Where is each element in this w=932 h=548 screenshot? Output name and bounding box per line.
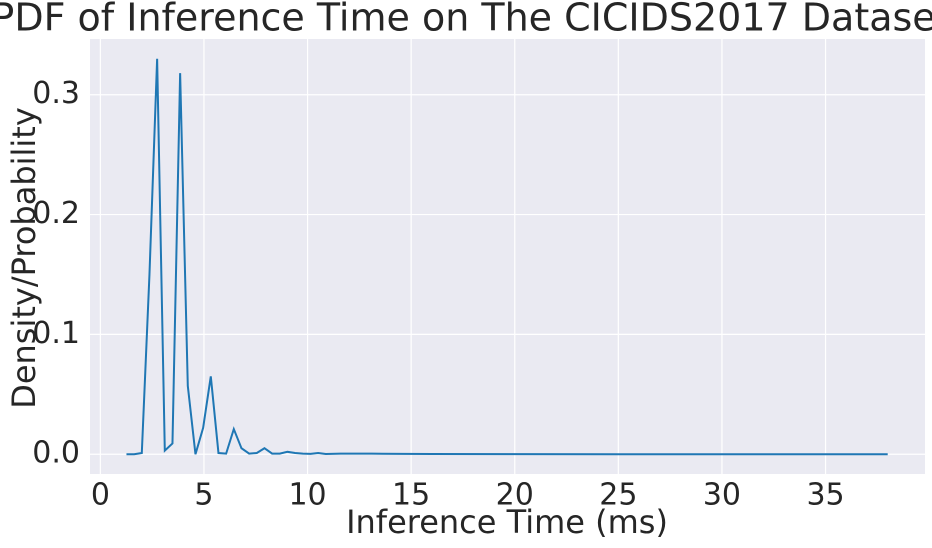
- x-axis-label: Inference Time (ms): [346, 503, 668, 541]
- data-line: [126, 58, 888, 456]
- x-tick-label: 5: [194, 478, 213, 513]
- y-tick-label: 0.0: [32, 436, 80, 471]
- x-tick-label: 35: [806, 478, 844, 513]
- x-tick-label: 15: [392, 478, 430, 513]
- x-tick-label: 25: [599, 478, 637, 513]
- y-tick-label: 0.1: [32, 316, 80, 351]
- chart-title: PDF of Inference Time on The CICIDS2017 …: [0, 0, 932, 40]
- y-tick-label: 0.2: [32, 196, 80, 231]
- y-tick-label: 0.3: [32, 76, 80, 111]
- x-tick-label: 30: [703, 478, 741, 513]
- y-axis-label: Density/Probability: [5, 107, 43, 409]
- plot-area: [90, 39, 925, 474]
- x-tick-label: 20: [496, 478, 534, 513]
- x-tick-label: 10: [288, 478, 326, 513]
- x-tick-label: 0: [91, 478, 110, 513]
